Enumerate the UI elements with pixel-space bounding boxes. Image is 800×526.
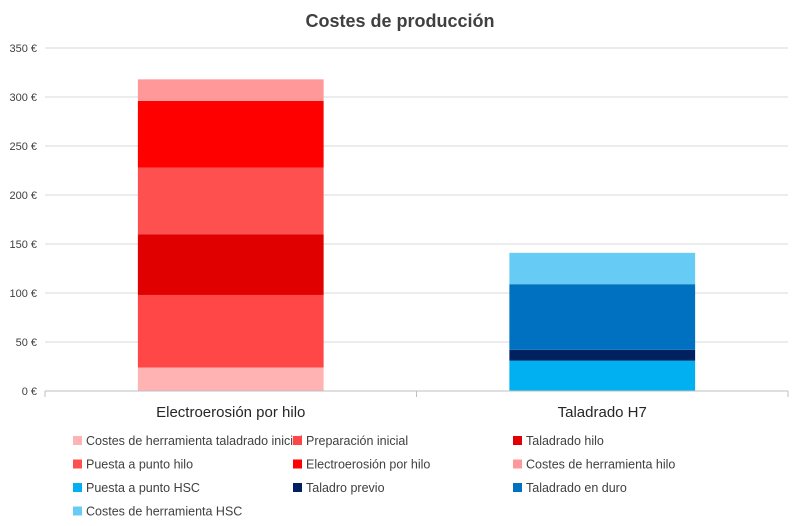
legend-swatch: [73, 459, 82, 469]
legend-item: Electroerosión por hilo: [293, 458, 430, 472]
bar-segment: [137, 234, 324, 295]
legend-item: Costes de herramienta HSC: [73, 505, 242, 519]
legend-item: Taladro previo: [293, 481, 385, 495]
bar-segment: [137, 294, 324, 368]
y-tick-label: 0 €: [22, 386, 37, 398]
y-axis-ticks: 0 € 50 € 100 € 150 € 200 € 250 € 300 € 350 €: [9, 43, 37, 398]
y-tick-label: 250 €: [9, 141, 37, 153]
bar-segment: [509, 349, 696, 361]
bar-segment: [137, 100, 324, 168]
x-axis-categories: Electroerosión por hilo Taladrado H7: [44, 391, 789, 421]
legend-label: Taladrado en duro: [526, 481, 627, 495]
legend-label: Taladro previo: [306, 481, 385, 495]
legend-swatch: [293, 483, 302, 492]
legend-swatch: [513, 459, 522, 469]
bar-segment: [137, 167, 324, 235]
legend-label: Puesta a punto HSC: [86, 481, 200, 495]
y-tick-label: 200 €: [9, 190, 37, 202]
x-category-label: Taladrado H7: [558, 404, 647, 421]
legend-swatch: [513, 436, 522, 445]
bar-stacks: [137, 79, 696, 391]
bar-segment: [509, 360, 696, 391]
legend-swatch: [293, 459, 302, 469]
y-tick-label: 100 €: [9, 288, 37, 300]
y-tick-label: 300 €: [9, 92, 37, 104]
legend-label: Costes de herramienta HSC: [86, 505, 242, 519]
bar-segment: [137, 367, 324, 391]
bar-segment: [137, 79, 324, 101]
legend-swatch: [293, 436, 302, 445]
bar-segment: [509, 284, 696, 350]
legend-label: Costes de herramienta taladrado inicial: [86, 434, 303, 448]
bar-segment: [509, 252, 696, 285]
legend-item: Costes de herramienta hilo: [513, 458, 675, 472]
y-tick-label: 150 €: [9, 239, 37, 251]
legend-item: Preparación inicial: [293, 434, 408, 448]
legend-item: Taladrado hilo: [513, 434, 604, 448]
chart-title: Costes de producción: [305, 11, 494, 31]
x-category-label: Electroerosión por hilo: [156, 404, 305, 421]
legend-item: Taladrado en duro: [513, 481, 627, 495]
legend-item: Puesta a punto hilo: [73, 458, 193, 472]
legend-label: Costes de herramienta hilo: [526, 458, 675, 472]
legend-item: Puesta a punto HSC: [73, 481, 200, 495]
legend-label: Preparación inicial: [306, 434, 408, 448]
legend-label: Taladrado hilo: [526, 434, 604, 448]
legend-swatch: [73, 506, 82, 516]
legend-label: Electroerosión por hilo: [306, 458, 430, 472]
legend-label: Puesta a punto hilo: [86, 458, 193, 472]
legend-item: Costes de herramienta taladrado inicial: [73, 434, 303, 448]
legend-swatch: [513, 483, 522, 492]
y-tick-label: 350 €: [9, 43, 37, 55]
legend-swatch: [73, 436, 82, 445]
y-tick-label: 50 €: [16, 337, 37, 349]
legend-swatch: [73, 483, 82, 492]
legend: Costes de herramienta taladrado inicial P…: [73, 434, 675, 519]
